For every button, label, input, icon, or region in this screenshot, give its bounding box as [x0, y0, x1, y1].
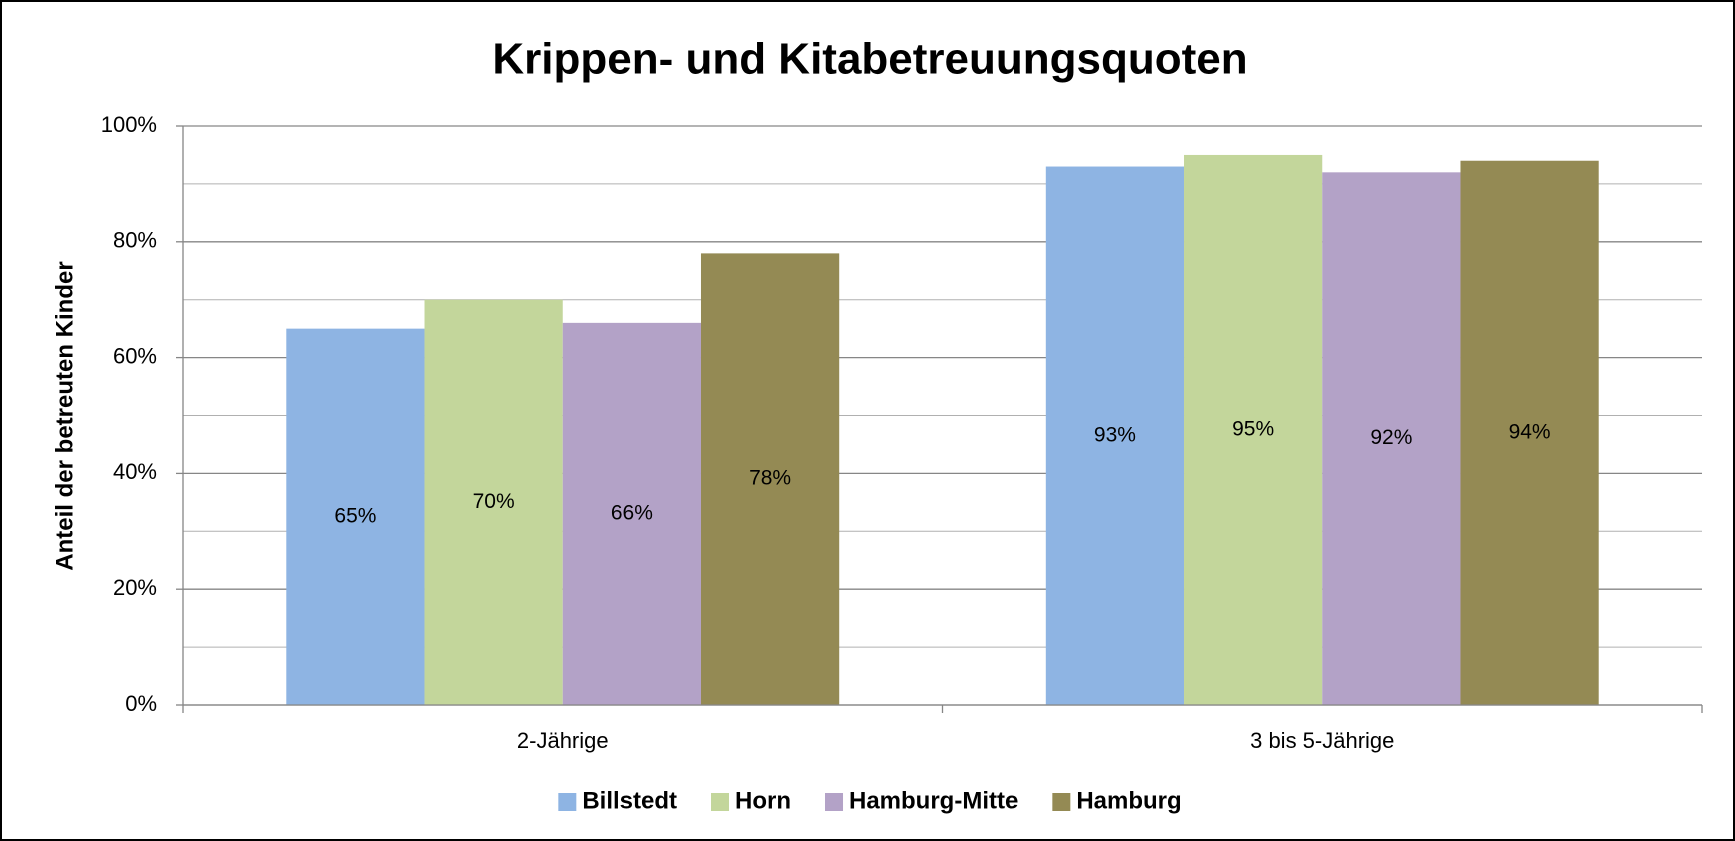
legend-swatch — [825, 793, 844, 811]
value-label: 95% — [1232, 418, 1274, 441]
y-tick-label: 0% — [125, 691, 157, 716]
bar — [700, 253, 840, 705]
value-label: 78% — [749, 467, 791, 490]
legend-label: Horn — [735, 787, 791, 814]
y-tick-label: 40% — [113, 459, 157, 484]
bar — [286, 328, 425, 705]
y-tick-label: 60% — [113, 343, 157, 368]
value-label: 92% — [1370, 426, 1412, 449]
x-tick-label: 2-Jährige — [517, 728, 609, 753]
y-tick-label: 20% — [113, 575, 157, 600]
value-label: 94% — [1509, 420, 1551, 443]
bar — [424, 299, 563, 705]
value-label: 66% — [611, 501, 653, 524]
legend-swatch — [558, 793, 577, 811]
legend-label: Billstedt — [582, 787, 677, 814]
bar — [562, 322, 701, 705]
legend-swatch — [1052, 793, 1071, 811]
bar — [1460, 160, 1599, 706]
chart-title: Krippen- und Kitabetreuungsquoten — [492, 35, 1247, 84]
x-tick-label: 3 bis 5-Jährige — [1250, 728, 1394, 753]
bar — [1045, 166, 1185, 705]
bar — [1322, 172, 1461, 705]
y-tick-label: 80% — [113, 228, 157, 253]
legend-label: Hamburg-Mitte — [849, 787, 1018, 814]
y-axis-label: Anteil der betreuten Kinder — [51, 261, 78, 570]
bar — [1184, 154, 1323, 705]
value-label: 70% — [473, 490, 515, 513]
legend-swatch — [711, 793, 730, 811]
y-tick-label: 100% — [101, 112, 157, 137]
legend-label: Hamburg — [1076, 787, 1181, 814]
value-label: 65% — [334, 504, 376, 527]
value-label: 93% — [1094, 423, 1136, 446]
